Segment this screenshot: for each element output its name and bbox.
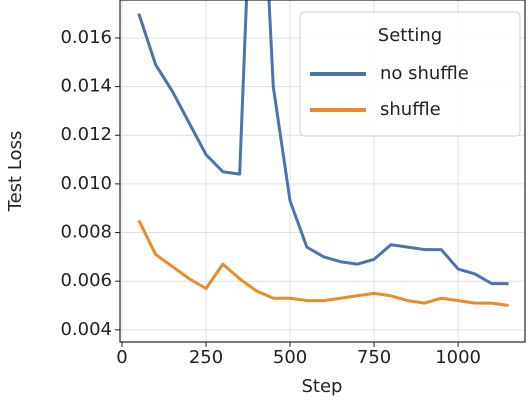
legend-title: Setting — [378, 25, 442, 46]
y-tick-label: 0.006 — [60, 270, 112, 291]
y-tick-label: 0.014 — [60, 76, 112, 97]
legend-label: shuffle — [380, 99, 441, 120]
y-tick-label: 0.008 — [60, 222, 112, 243]
x-tick-label: 250 — [189, 347, 223, 368]
x-axis-label: Step — [302, 376, 343, 397]
plot-area — [137, 0, 509, 307]
x-tick-label: 750 — [357, 347, 391, 368]
y-tick-label: 0.012 — [60, 124, 112, 145]
x-tick-label: 0 — [116, 347, 127, 368]
legend-box — [299, 11, 521, 137]
y-tick-label: 0.016 — [60, 27, 112, 48]
y-tick-label: 0.004 — [60, 319, 112, 340]
y-axis-label: Test Loss — [5, 131, 26, 213]
line — [137, 0, 509, 286]
y-tick-label: 0.010 — [60, 173, 112, 194]
x-tick-label: 500 — [273, 347, 307, 368]
x-tick-label: 1000 — [435, 347, 481, 368]
legend-label: no shuffle — [380, 63, 469, 84]
line — [137, 219, 509, 307]
plot-frame — [119, 0, 526, 343]
